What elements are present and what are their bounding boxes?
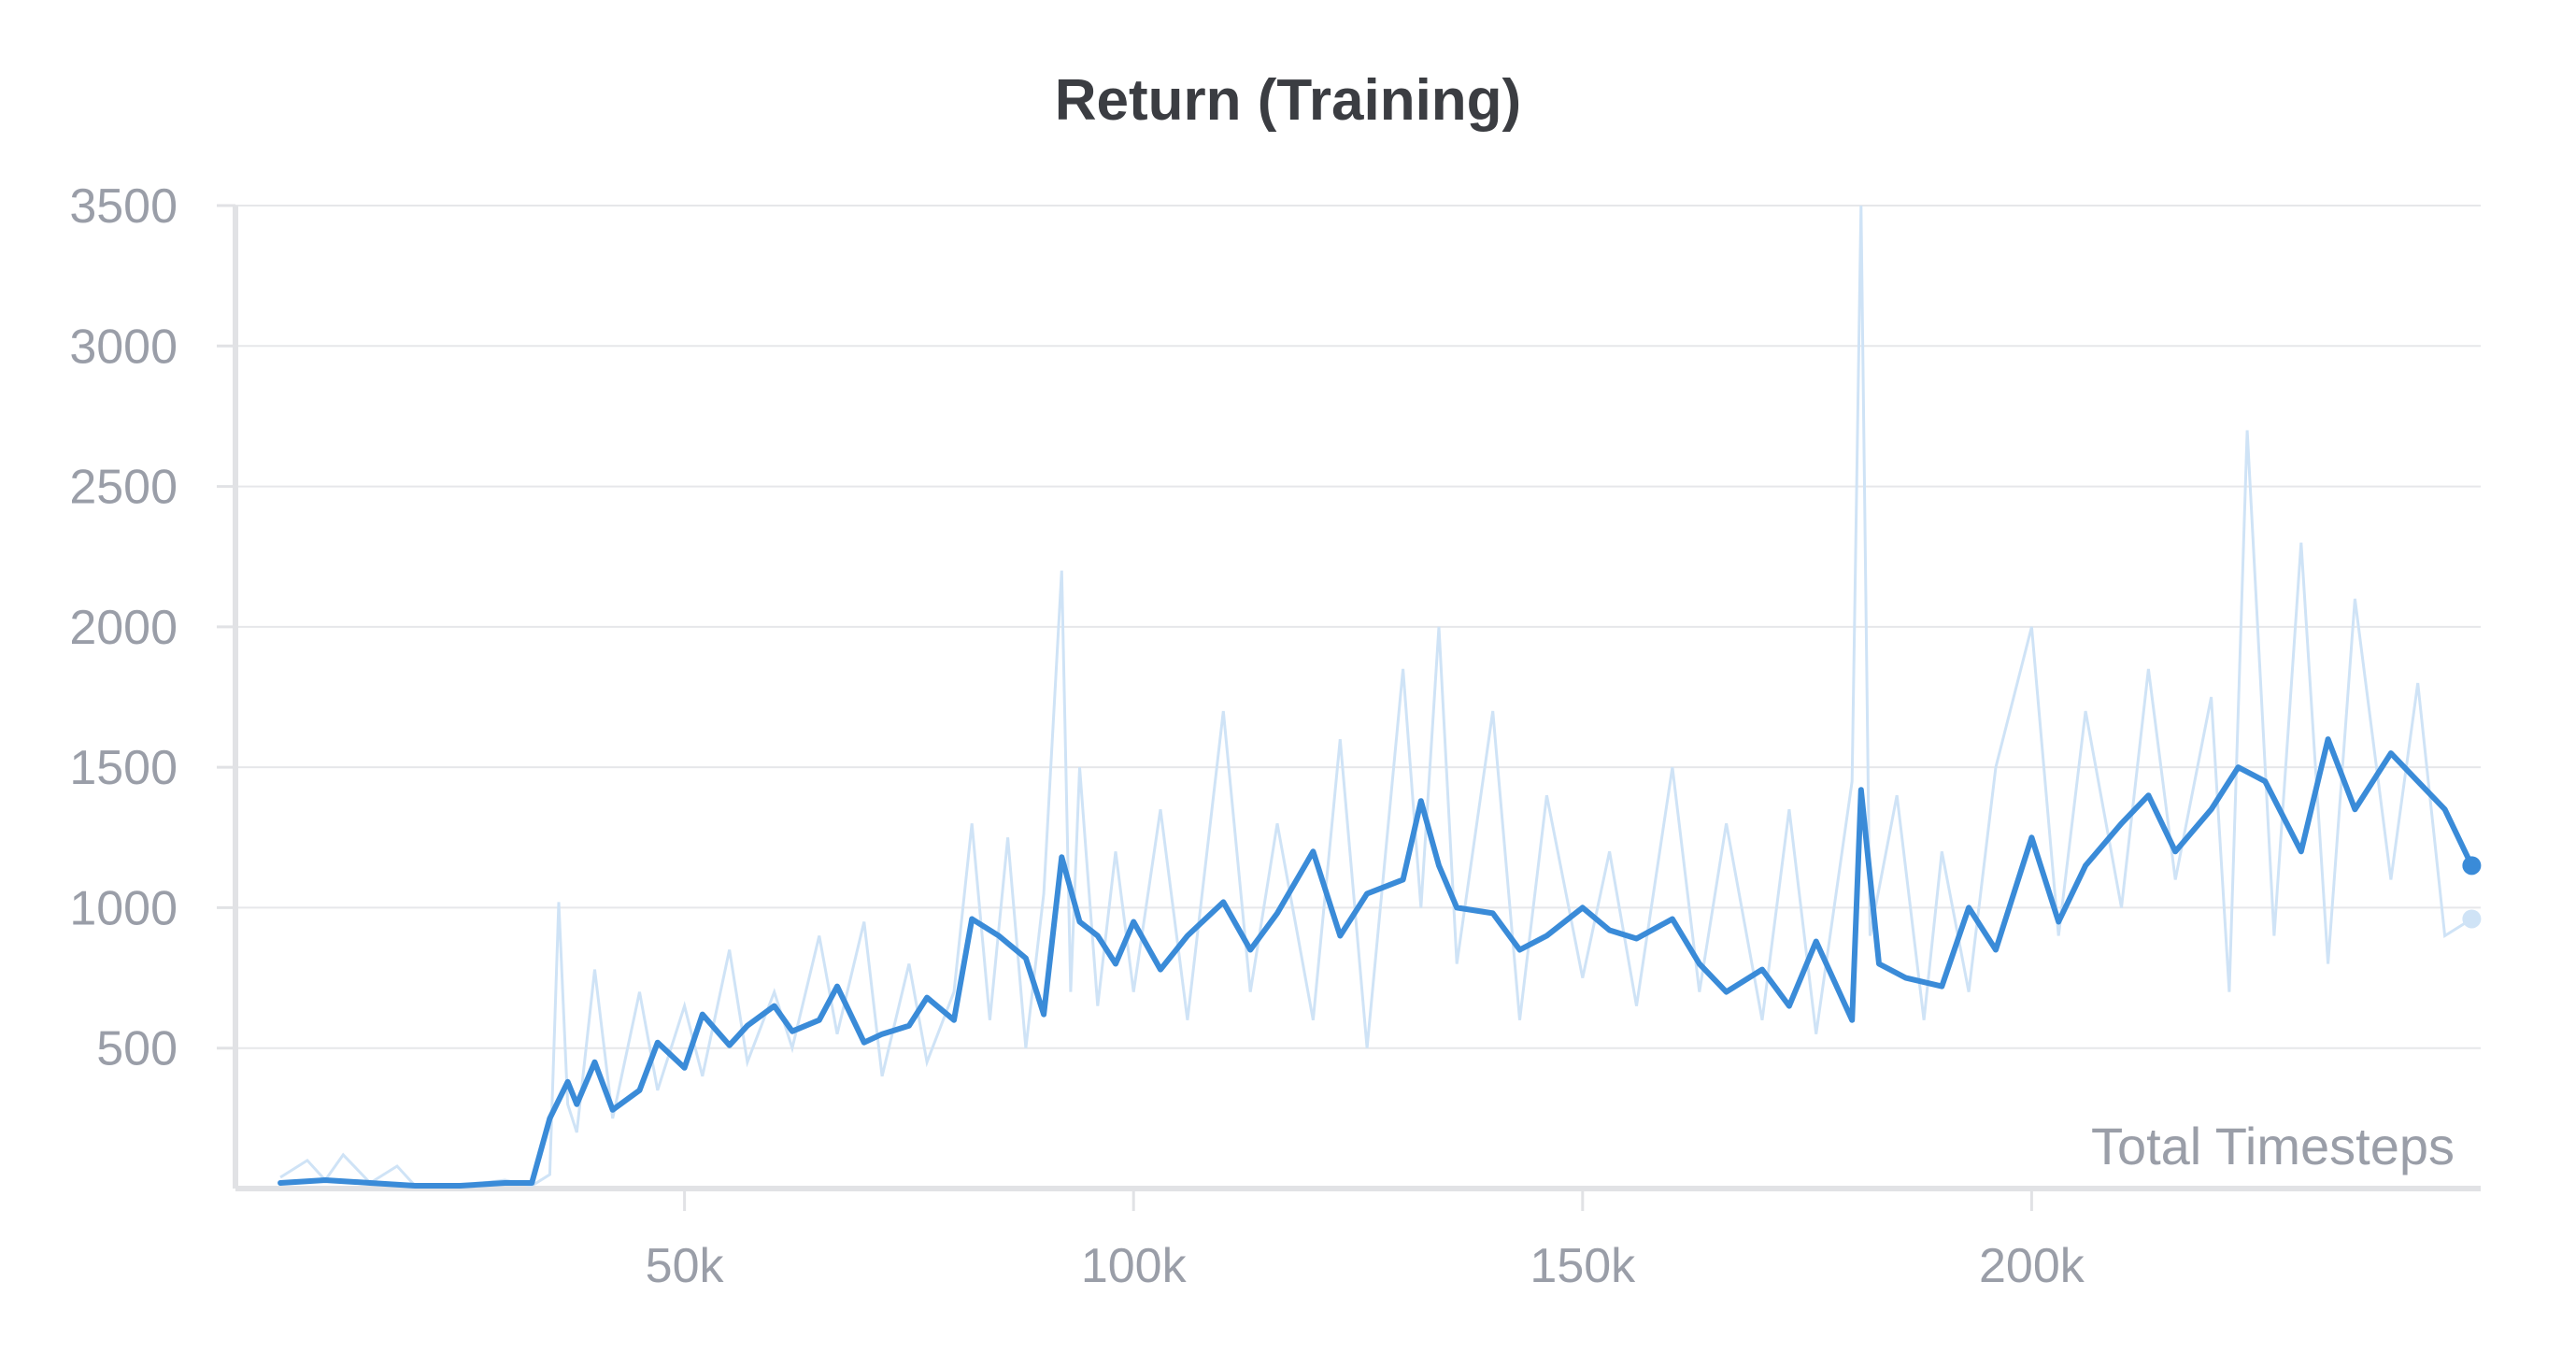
y-tick-label: 500 [96,1022,178,1076]
y-tick-label: 2500 [69,461,178,515]
y-tick-label: 1000 [69,881,178,935]
x-tick-label: 150k [1530,1239,1636,1293]
y-tick-label: 2000 [69,601,178,655]
y-tick-label: 3000 [69,320,178,374]
smoothed-endpoint-marker [2462,856,2482,876]
y-tick-label: 1500 [69,741,178,795]
x-tick-label: 100k [1081,1239,1188,1293]
y-tick-label: 3500 [69,179,178,234]
raw-endpoint-marker [2462,909,2482,929]
x-tick-label: 200k [1979,1239,2085,1293]
series-smoothed-line [278,736,2475,1189]
series-raw-line [279,205,2473,1188]
x-tick-label: 50k [646,1239,725,1293]
chart-title: Return (Training) [1054,68,1522,133]
x-axis-label: Total Timesteps [2091,1117,2455,1175]
